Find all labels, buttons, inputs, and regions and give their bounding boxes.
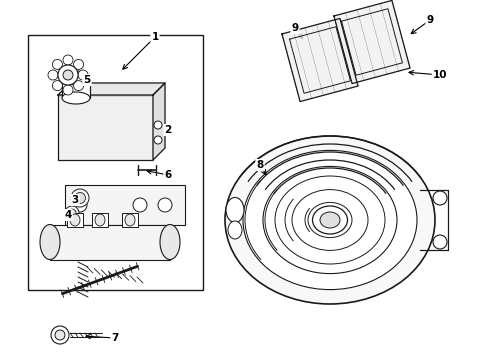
Ellipse shape [283,183,376,258]
Text: 4: 4 [64,210,72,220]
Bar [122,213,138,227]
Ellipse shape [160,225,180,260]
Circle shape [78,70,88,80]
Polygon shape [282,18,357,102]
Circle shape [52,81,62,91]
Text: 10: 10 [432,70,447,80]
Ellipse shape [73,198,87,212]
Text: 7: 7 [111,333,119,343]
Circle shape [432,235,446,249]
Circle shape [74,59,83,69]
Bar [65,185,184,225]
Ellipse shape [71,189,89,207]
Text: 1: 1 [151,32,158,42]
Bar [50,225,170,260]
Circle shape [52,59,62,69]
Circle shape [63,70,73,80]
Ellipse shape [225,198,244,222]
Ellipse shape [62,71,90,85]
Circle shape [68,209,76,217]
Bar [62,78,90,98]
Ellipse shape [243,150,416,289]
Polygon shape [333,0,409,84]
Ellipse shape [312,206,347,234]
Ellipse shape [74,193,85,203]
Ellipse shape [62,92,90,104]
Text: 9: 9 [291,23,298,33]
Ellipse shape [227,221,242,239]
Circle shape [55,330,65,340]
Bar [58,95,153,160]
Bar [28,35,203,290]
Circle shape [63,85,73,95]
Circle shape [74,81,83,91]
Text: 2: 2 [164,125,171,135]
Ellipse shape [319,212,339,228]
Polygon shape [58,83,164,95]
Ellipse shape [263,166,396,274]
Bar [92,213,108,227]
Ellipse shape [70,214,80,226]
Text: 3: 3 [71,195,79,205]
Circle shape [432,191,446,205]
Circle shape [65,206,79,220]
Circle shape [51,326,69,344]
Text: 8: 8 [256,160,263,170]
Ellipse shape [274,176,384,264]
Circle shape [154,136,162,144]
Circle shape [48,70,58,80]
Bar [67,213,83,227]
Ellipse shape [40,225,60,260]
Ellipse shape [95,214,105,226]
Circle shape [154,121,162,129]
Ellipse shape [158,198,172,212]
Ellipse shape [125,214,135,226]
Text: 6: 6 [164,170,171,180]
Text: 9: 9 [426,15,433,25]
Ellipse shape [291,190,367,251]
Circle shape [58,65,78,85]
Circle shape [63,55,73,65]
Ellipse shape [224,136,434,304]
Ellipse shape [307,202,351,238]
Text: 5: 5 [83,75,90,85]
Polygon shape [153,83,164,160]
Ellipse shape [133,198,147,212]
